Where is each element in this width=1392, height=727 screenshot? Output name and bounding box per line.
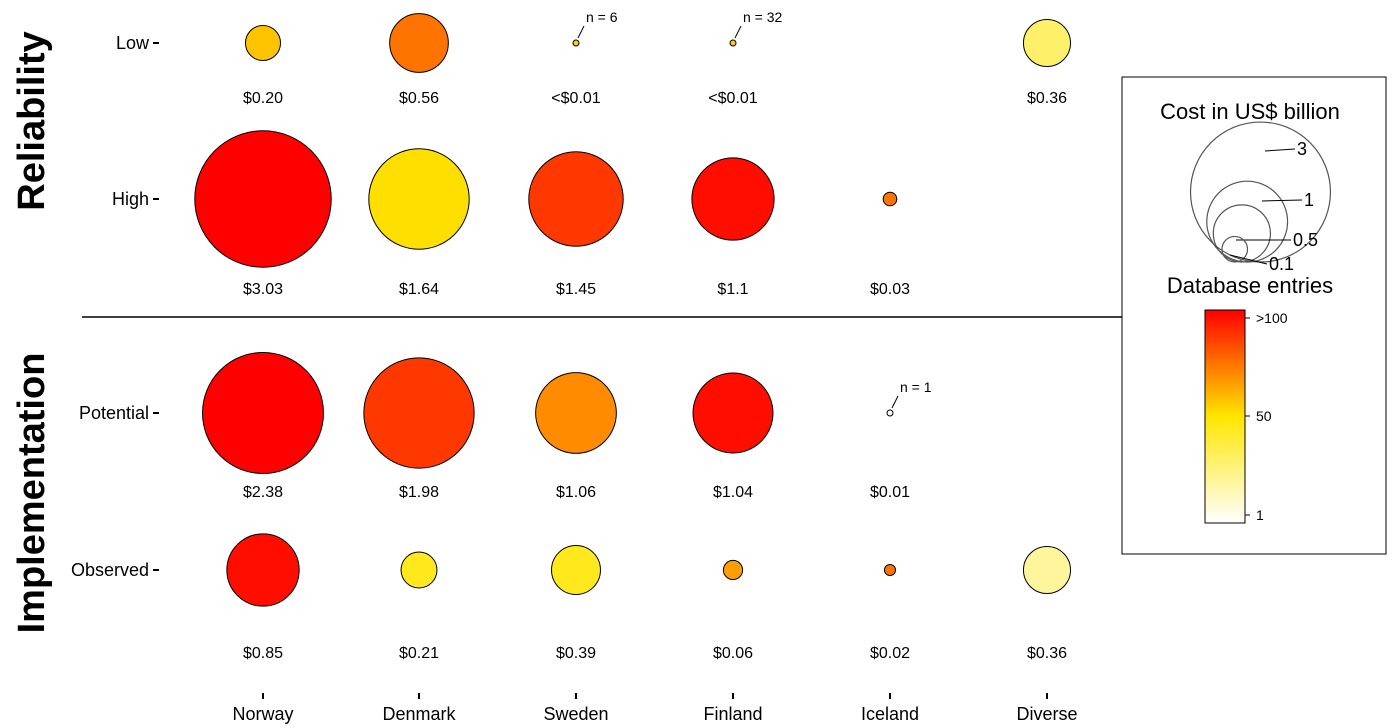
size-legend-label-3: 3 <box>1297 139 1307 159</box>
cost-label-potential-denmark: $1.98 <box>399 484 439 501</box>
bubble-high-sweden <box>528 151 624 247</box>
bubble-low-denmark <box>389 13 449 73</box>
cost-label-low-finland: <$0.01 <box>708 90 757 107</box>
cost-label-observed-finland: $0.06 <box>713 645 753 662</box>
cost-label-observed-iceland: $0.02 <box>870 645 910 662</box>
panel-title-reliability: Reliability <box>11 31 53 211</box>
legend-box <box>1121 76 1387 555</box>
size-legend-circle-0-5 <box>1212 204 1272 263</box>
cost-label-high-sweden: $1.45 <box>556 281 596 298</box>
cost-label-low-sweden: <$0.01 <box>551 90 600 107</box>
n-leader-low-sweden <box>577 25 585 39</box>
col-label-finland: Finland <box>703 704 762 724</box>
size-legend-leader-0-1 <box>1229 254 1268 265</box>
n-label-potential-iceland: n = 1 <box>900 379 932 395</box>
bubble-low-norway <box>244 24 282 62</box>
cost-label-high-finland: $1.1 <box>717 281 748 298</box>
col-label-iceland: Iceland <box>861 704 919 724</box>
cost-label-potential-finland: $1.04 <box>713 484 753 501</box>
size-legend-circle-0-1 <box>1221 235 1249 263</box>
col-label-sweden: Sweden <box>543 704 608 724</box>
cost-label-observed-norway: $0.85 <box>243 645 283 662</box>
cost-label-low-denmark: $0.56 <box>399 90 439 107</box>
bubble-low-sweden <box>572 39 580 47</box>
n-leader-low-finland <box>734 25 742 39</box>
size-legend-title: Cost in US$ billion <box>1160 99 1340 124</box>
size-legend-label-0-5: 0.5 <box>1293 230 1318 250</box>
col-label-denmark: Denmark <box>382 704 456 724</box>
n-leader-potential-iceland <box>891 395 899 409</box>
bubble-high-finland <box>691 157 775 241</box>
cost-label-low-diverse: $0.36 <box>1027 90 1067 107</box>
cost-label-potential-norway: $2.38 <box>243 484 283 501</box>
bubble-potential-sweden <box>535 372 617 454</box>
color-legend-title: Database entries <box>1167 273 1333 298</box>
bubble-high-denmark <box>368 148 470 250</box>
cost-label-observed-sweden: $0.39 <box>556 645 596 662</box>
colorbar-tick-label-2: 1 <box>1256 507 1264 523</box>
bubble-high-norway <box>194 130 332 268</box>
n-label-low-finland: n = 32 <box>743 9 783 25</box>
bubble-potential-denmark <box>363 357 475 469</box>
col-label-norway: Norway <box>232 704 293 724</box>
bubble-high-iceland <box>882 191 898 207</box>
row-label-potential: Potential <box>79 403 149 423</box>
colorbar <box>1204 309 1246 524</box>
bubble-observed-norway <box>226 533 300 607</box>
bubble-observed-diverse <box>1022 545 1072 595</box>
size-legend-leader-1 <box>1261 199 1303 202</box>
bubble-observed-iceland <box>883 563 897 577</box>
colorbar-tick-label-1: 50 <box>1256 408 1272 424</box>
size-legend-label-0-1: 0.1 <box>1269 254 1294 274</box>
col-label-diverse: Diverse <box>1016 704 1077 724</box>
cost-label-potential-sweden: $1.06 <box>556 484 596 501</box>
bubble-potential-finland <box>692 372 774 454</box>
bubble-low-finland <box>729 39 737 47</box>
bubble-observed-finland <box>722 559 744 581</box>
cost-label-high-norway: $3.03 <box>243 281 283 298</box>
bubble-potential-iceland <box>886 409 894 417</box>
legend: Cost in US$ billion 3 1 0.5 0.1 Database en… <box>1121 76 1387 555</box>
size-legend-leader-3 <box>1264 148 1296 152</box>
size-legend-label-1: 1 <box>1304 190 1314 210</box>
bubble-observed-denmark <box>400 551 438 589</box>
row-label-observed: Observed <box>71 560 149 580</box>
cost-label-observed-diverse: $0.36 <box>1027 645 1067 662</box>
cost-label-potential-iceland: $0.01 <box>870 484 910 501</box>
cost-label-low-norway: $0.20 <box>243 90 283 107</box>
panel-title-implementation: Implementation <box>11 353 53 634</box>
cost-label-high-denmark: $1.64 <box>399 281 439 298</box>
colorbar-tick-label-0: >100 <box>1256 310 1288 326</box>
bubble-observed-sweden <box>551 545 601 595</box>
row-label-low: Low <box>116 33 150 53</box>
cost-label-observed-denmark: $0.21 <box>399 645 439 662</box>
bubble-potential-norway <box>202 352 324 474</box>
cost-label-high-iceland: $0.03 <box>870 281 910 298</box>
row-label-high: High <box>112 189 149 209</box>
n-label-low-sweden: n = 6 <box>586 9 618 25</box>
bubble-low-diverse <box>1022 18 1072 68</box>
